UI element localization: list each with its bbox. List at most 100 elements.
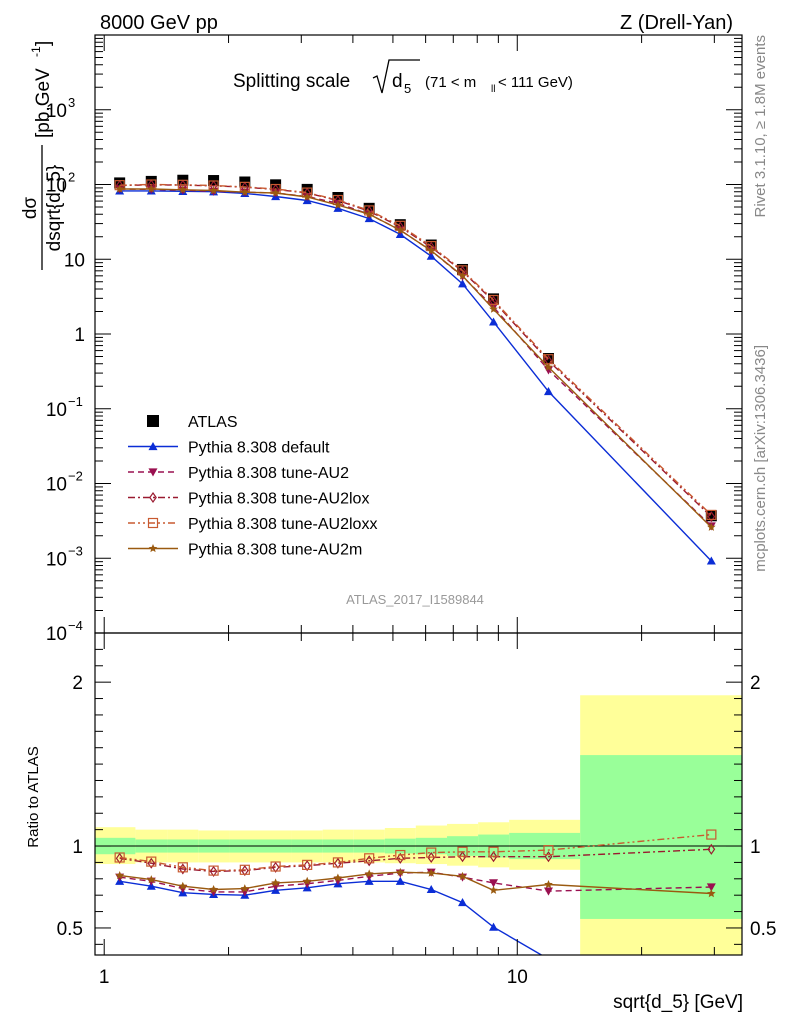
sqrt-symbol	[372, 59, 420, 94]
main-point-au2lox	[707, 511, 716, 523]
legend: ATLAS Pythia 8.308 default Pythia 8.308 tu…	[128, 414, 377, 559]
main-point-au2m	[489, 304, 498, 313]
ratio-point-au2m	[178, 881, 188, 890]
xlabel: sqrt{d_5} [GeV]	[613, 992, 743, 1013]
main-point-data	[332, 192, 344, 204]
legend-marker	[148, 442, 158, 451]
y-tick-label: 10	[64, 250, 85, 271]
ratio-point-au2lox	[396, 852, 405, 864]
main-point-au2loxx	[488, 294, 499, 306]
ratio-point-au2loxx	[488, 846, 499, 857]
ratio-point-au2m	[333, 873, 343, 882]
ratio-point-au2loxx	[395, 849, 406, 861]
ratio-point-au2loxx	[177, 862, 188, 873]
ratio-point-au2loxx	[114, 852, 125, 863]
ratio-point-au2m	[396, 867, 405, 876]
main-point-data	[363, 202, 375, 214]
ratio-line-au2loxx	[119, 833, 712, 872]
legend-entry-default: Pythia 8.308 default	[128, 440, 330, 457]
ratio-axes: 1 10 0.5 0.5 1 1 2 2	[57, 632, 776, 988]
ratio-point-au2lox	[707, 843, 716, 855]
ratio-point-au2loxx	[706, 829, 717, 840]
main-point-data	[145, 175, 157, 187]
plot-title: Splitting scale d 5 (71 < m ll < 111 GeV…	[233, 59, 573, 96]
main-point-au2m	[396, 225, 405, 234]
ratio-y-tick-label-left: 2	[72, 673, 83, 694]
legend-entry-au2m: Pythia 8.308 tune-AU2m	[128, 542, 362, 559]
x-tick-label: 1	[99, 967, 110, 988]
y-tick-label: 10 −4	[46, 618, 83, 645]
legend-entry-au2: Pythia 8.308 tune-AU2	[128, 465, 349, 482]
rivet-version-label: Rivet 3.1.10, ≥ 1.8M events	[752, 35, 769, 218]
y-tick-label: 10 −1	[46, 394, 83, 421]
legend-label: Pythia 8.308 tune-AU2	[188, 465, 349, 482]
svg-text:10: 10	[64, 250, 85, 271]
band-inner	[580, 755, 742, 919]
legend-marker	[148, 544, 158, 553]
ratio-point-au2loxx	[270, 861, 281, 872]
ratio-point-au2m	[271, 878, 280, 887]
svg-text:−1: −1	[68, 394, 83, 409]
process-label: Z (Drell-Yan)	[620, 12, 733, 34]
ratio-y-tick-label-left: 0.5	[57, 919, 83, 940]
title-sqrt-arg: d	[392, 71, 403, 92]
ratio-point-au2lox	[147, 857, 156, 869]
main-point-au2m	[209, 186, 218, 195]
main-point-au2m	[178, 185, 188, 194]
ratio-y-tick-label-right: 1	[750, 837, 761, 858]
ratio-point-au2lox	[458, 851, 467, 863]
analysis-watermark: ATLAS_2017_I1589844	[346, 592, 484, 607]
main-point-default	[333, 203, 343, 212]
legend-entry-data: ATLAS	[147, 414, 238, 431]
ratio-point-au2loxx	[332, 857, 344, 868]
ratio-point-au2	[271, 882, 281, 891]
legend-marker	[147, 415, 159, 427]
ratio-y-tick-label-right: 0.5	[750, 919, 776, 940]
ratio-point-au2lox	[240, 865, 249, 877]
ratio-point-default	[426, 884, 436, 894]
ratio-point-au2m	[364, 869, 374, 878]
main-series-group	[114, 174, 717, 565]
ratio-line-au2lox	[119, 848, 712, 873]
mcplots-label: mcplots.cern.ch [arXiv:1306.3436]	[752, 345, 769, 572]
ratio-point-au2	[543, 887, 553, 896]
legend-label: Pythia 8.308 tune-AU2lox	[188, 491, 369, 508]
ratio-point-au2m	[707, 889, 716, 898]
svg-text:10: 10	[46, 549, 67, 570]
ratio-point-au2	[302, 880, 312, 889]
legend-label: Pythia 8.308 default	[188, 440, 330, 457]
ratio-uncertainty-bands	[95, 695, 742, 955]
y-tick-label: 1	[74, 325, 85, 346]
main-point-data	[114, 177, 126, 189]
ratio-point-au2loxx	[426, 847, 437, 858]
main-point-au2m	[426, 246, 436, 255]
legend-label: ATLAS	[188, 414, 238, 431]
energy-label: 8000 GeV pp	[100, 12, 218, 34]
main-point-au2m	[707, 522, 716, 531]
ratio-point-au2loxx	[302, 859, 313, 870]
main-point-default	[543, 387, 553, 396]
svg-text:10: 10	[46, 475, 67, 496]
ratio-point-au2	[706, 883, 716, 892]
ratio-point-au2loxx	[364, 853, 375, 864]
legend-marker	[148, 468, 158, 477]
main-point-au2m	[364, 209, 374, 218]
title-range-post: < 111 GeV)	[498, 74, 573, 91]
main-point-au2loxx	[706, 509, 717, 521]
ratio-point-au2lox	[271, 861, 280, 873]
svg-text:−3: −3	[68, 543, 83, 558]
ratio-point-au2lox	[427, 851, 436, 864]
legend-entry-au2loxx: Pythia 8.308 tune-AU2loxx	[128, 516, 377, 533]
y-tick-label: 10 −3	[46, 543, 83, 570]
main-point-data	[488, 293, 500, 305]
y-tick-label: 10 3	[46, 95, 75, 122]
ylabel-denominator: dsqrt{d_5}	[44, 165, 65, 252]
svg-text:2: 2	[68, 170, 75, 185]
title-main: Splitting scale	[233, 71, 350, 92]
ratio-point-au2m	[544, 880, 553, 889]
ratio-point-au2m	[458, 871, 467, 880]
main-point-default	[426, 251, 436, 260]
ratio-point-au2m	[209, 885, 218, 894]
